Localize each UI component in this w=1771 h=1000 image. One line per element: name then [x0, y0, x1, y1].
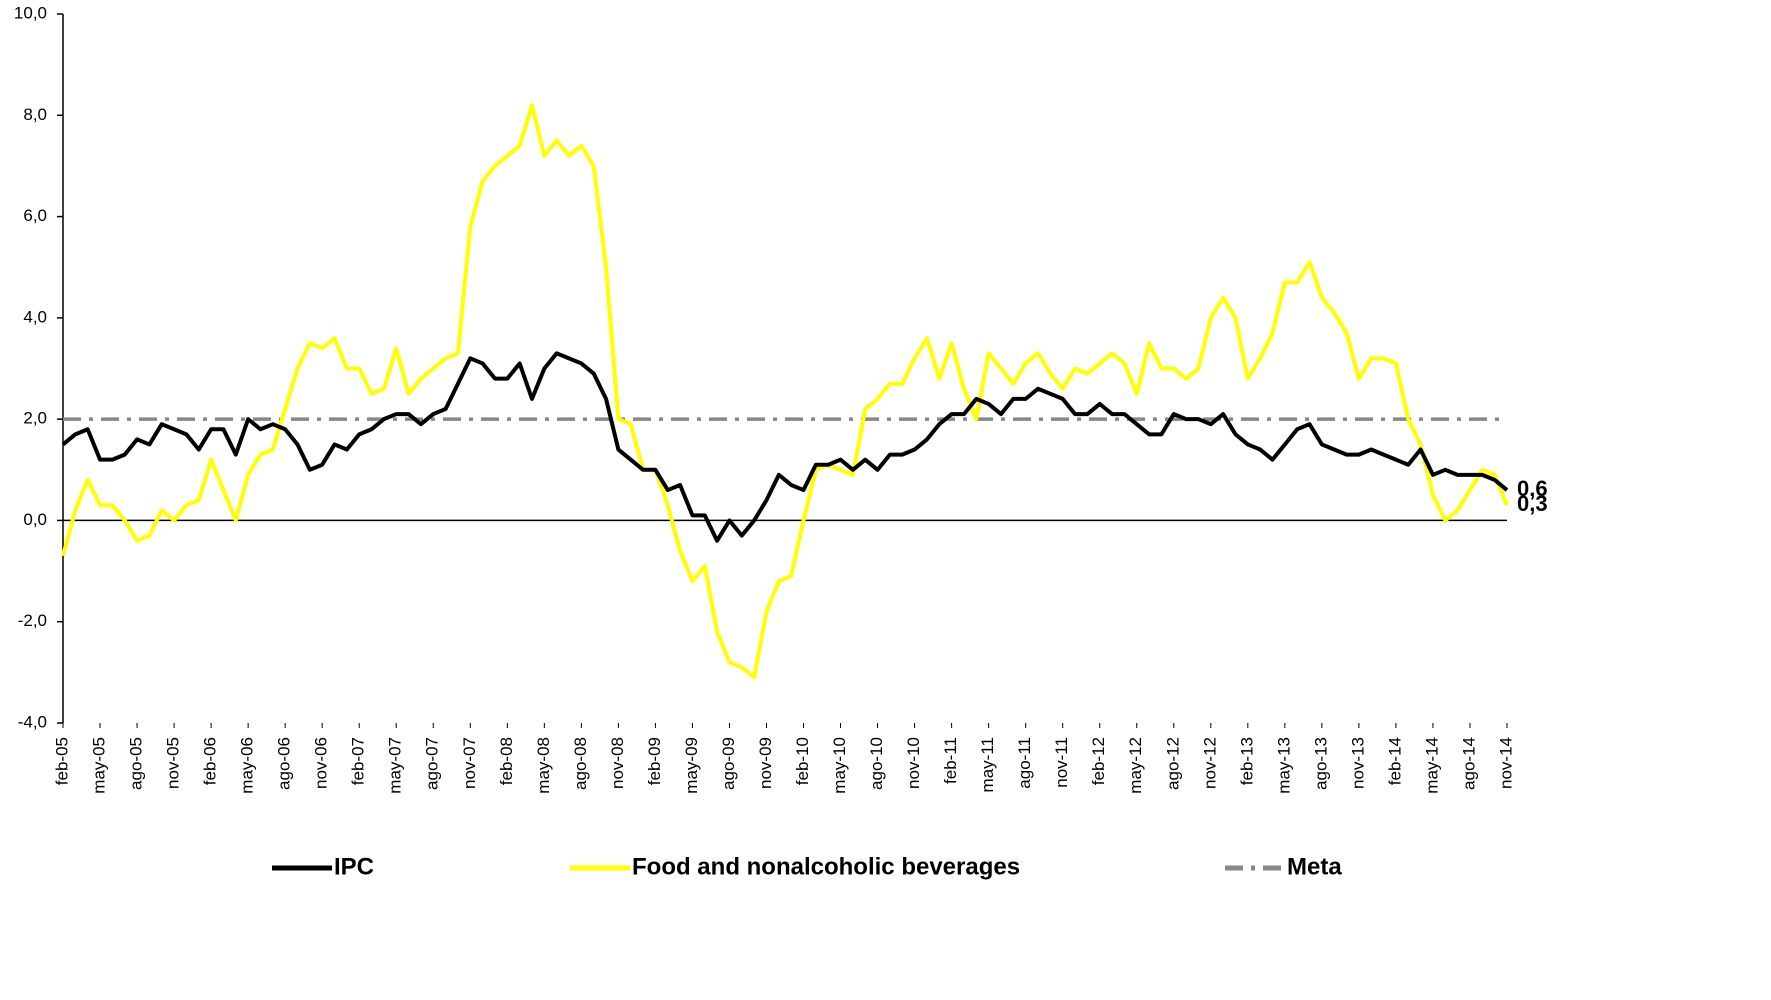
x-tick-label: nov-13	[1348, 737, 1367, 789]
x-tick-label: may-10	[830, 737, 849, 794]
x-tick-label: nov-09	[756, 737, 775, 789]
x-tick-label: may-13	[1274, 737, 1293, 794]
x-tick-label: feb-09	[645, 737, 664, 785]
end-label: 0,6	[1517, 476, 1548, 501]
page: -4,0 -2,0 0,0 2,0 4,0 6,0 8,0 10,0 feb-05 may-05 a…	[0, 0, 1771, 1000]
legend-label: IPC	[334, 853, 374, 880]
x-tick-label: may-05	[90, 737, 109, 794]
x-tick-label: ago-07	[423, 737, 442, 790]
x-tick-label: ago-09	[719, 737, 738, 790]
chart: -4,0 -2,0 0,0 2,0 4,0 6,0 8,0 10,0 feb-05 may-05 a…	[0, 0, 1771, 1000]
x-tick-label: ago-14	[1459, 737, 1478, 790]
x-tick-label: may-07	[386, 737, 405, 794]
x-tick-label: feb-12	[1089, 737, 1108, 785]
y-tick-label: 8,0	[23, 105, 47, 124]
x-tick-label: feb-06	[201, 737, 220, 785]
y-tick-label: 6,0	[23, 206, 47, 225]
x-tick-label: may-11	[978, 737, 997, 792]
x-tick-label: may-12	[1126, 737, 1145, 794]
x-tick-label: feb-07	[349, 737, 368, 785]
x-tick-label: may-09	[682, 737, 701, 794]
y-tick-label: 0,0	[23, 510, 47, 529]
x-tick-label: feb-14	[1385, 737, 1404, 785]
x-tick-label: nov-08	[608, 737, 627, 789]
x-tick-label: feb-10	[793, 737, 812, 785]
legend-label: Food and nonalcoholic beverages	[632, 853, 1020, 880]
series-line	[63, 353, 1507, 540]
y-tick-label: 4,0	[23, 307, 47, 326]
x-tick-label: nov-06	[312, 737, 331, 789]
x-tick-label: ago-10	[867, 737, 886, 790]
y-tick-label: -4,0	[18, 712, 47, 731]
y-tick-label: 10,0	[14, 3, 47, 22]
x-tick-label: nov-12	[1200, 737, 1219, 789]
x-tick-label: nov-14	[1496, 737, 1515, 789]
x-tick-label: may-08	[534, 737, 553, 794]
x-tick-label: nov-11	[1052, 737, 1071, 788]
x-tick-label: nov-10	[904, 737, 923, 789]
series-line	[63, 105, 1507, 677]
x-tick-label: ago-12	[1163, 737, 1182, 790]
x-tick-label: feb-05	[52, 737, 71, 785]
x-tick-label: ago-13	[1311, 737, 1330, 790]
x-tick-label: may-06	[238, 737, 257, 794]
legend-label: Meta	[1287, 853, 1342, 880]
x-tick-label: ago-08	[571, 737, 590, 790]
y-tick-label: -2,0	[18, 611, 47, 630]
x-tick-label: feb-13	[1237, 737, 1256, 785]
x-tick-label: ago-06	[275, 737, 294, 790]
x-tick-label: feb-11	[941, 737, 960, 784]
x-tick-label: ago-05	[127, 737, 146, 790]
y-tick-label: 2,0	[23, 409, 47, 428]
x-tick-label: nov-05	[164, 737, 183, 789]
x-tick-label: feb-08	[497, 737, 516, 785]
x-tick-label: ago-11	[1015, 737, 1034, 789]
x-tick-label: may-14	[1422, 737, 1441, 794]
x-tick-label: nov-07	[460, 737, 479, 789]
